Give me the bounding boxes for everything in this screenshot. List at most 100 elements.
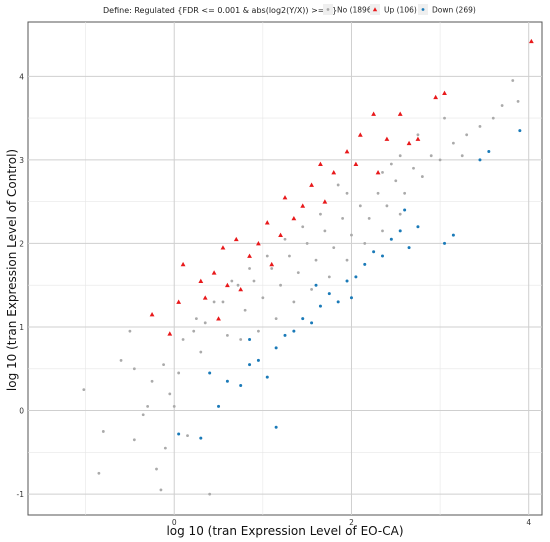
point-down — [354, 275, 358, 279]
point-no — [265, 254, 269, 258]
point-down — [451, 233, 455, 237]
point-up — [322, 199, 328, 204]
point-down — [398, 229, 402, 233]
point-up — [397, 111, 403, 116]
point-no — [162, 363, 165, 366]
point-down — [345, 279, 349, 283]
point-no — [132, 438, 136, 442]
point-no — [376, 191, 380, 195]
point-down — [292, 329, 296, 333]
point-no — [327, 275, 331, 279]
legend: Define: Regulated {FDR <= 0.001 & abs(lo… — [103, 4, 476, 15]
point-up — [176, 299, 182, 304]
point-up — [282, 195, 288, 200]
point-down — [327, 292, 331, 296]
point-up — [300, 203, 306, 208]
point-down — [518, 129, 522, 133]
point-no — [429, 154, 433, 158]
point-no — [416, 133, 420, 137]
point-up — [353, 161, 359, 166]
point-no — [82, 388, 86, 392]
point-no — [119, 359, 123, 362]
point-no — [363, 242, 367, 245]
point-down — [177, 432, 181, 436]
legend-label: Up (106) — [384, 6, 417, 15]
point-down — [389, 237, 393, 241]
point-no — [516, 99, 520, 103]
point-down — [407, 246, 411, 250]
point-no — [358, 204, 362, 208]
point-no — [412, 166, 415, 170]
point-no — [389, 162, 393, 166]
point-up — [220, 245, 226, 250]
point-up — [357, 132, 363, 137]
point-no — [381, 171, 384, 174]
point-no — [296, 271, 300, 275]
point-no — [381, 229, 384, 233]
point-up — [309, 182, 314, 187]
y-tick-label: 0 — [19, 407, 24, 416]
point-no — [336, 183, 340, 187]
point-no — [350, 233, 353, 237]
point-up — [375, 170, 381, 175]
point-down — [301, 317, 305, 321]
point-no — [163, 446, 167, 450]
point-up — [331, 170, 337, 175]
point-no — [199, 350, 203, 354]
point-up — [211, 270, 217, 275]
point-no — [511, 79, 515, 82]
legend-marker — [421, 8, 425, 11]
point-no — [186, 434, 189, 438]
point-no — [403, 191, 407, 195]
y-tick-label: 4 — [19, 72, 24, 81]
point-no — [212, 300, 216, 304]
point-up — [291, 215, 297, 221]
point-no — [323, 229, 327, 233]
point-no — [150, 379, 154, 383]
point-no — [367, 216, 371, 220]
point-no — [345, 191, 349, 195]
point-no — [221, 300, 225, 304]
y-axis-title: log 10 (tran Expression Level of Control… — [5, 149, 19, 391]
legend-marker-up — [372, 7, 378, 12]
point-no — [225, 333, 229, 337]
point-no — [236, 283, 240, 287]
points-layer — [82, 38, 534, 496]
x-axis-title: log 10 (tran Expression Level of EO-CA) — [166, 524, 403, 538]
point-down — [349, 296, 353, 300]
point-up — [371, 111, 377, 116]
point-up — [167, 331, 173, 336]
point-down — [199, 436, 203, 440]
point-up — [442, 90, 447, 95]
point-no — [478, 125, 482, 128]
point-no — [181, 338, 185, 341]
point-no — [288, 254, 291, 258]
legend-title: Define: Regulated {FDR <= 0.001 & abs(lo… — [103, 6, 337, 15]
point-no — [341, 216, 345, 220]
point-no — [465, 133, 469, 137]
point-down — [478, 158, 482, 162]
point-up — [344, 149, 350, 154]
point-no — [252, 279, 256, 283]
x-tick-label: 4 — [526, 518, 531, 527]
point-no — [443, 116, 446, 120]
x-tick-label: 2 — [349, 518, 354, 527]
point-no — [177, 371, 181, 375]
point-no — [172, 404, 176, 408]
point-no — [248, 267, 251, 270]
point-no — [243, 308, 247, 312]
point-up — [415, 136, 421, 141]
point-no — [398, 154, 402, 158]
point-no — [230, 279, 234, 283]
tick-labels: 0 2 4 -1 0 1 2 3 4 — [17, 72, 532, 527]
point-no — [132, 367, 136, 371]
point-no — [319, 212, 322, 216]
point-no — [208, 492, 212, 496]
point-no — [451, 141, 455, 145]
point-no — [261, 296, 265, 300]
point-up — [216, 316, 221, 321]
point-no — [394, 179, 398, 183]
point-down — [372, 250, 376, 254]
point-up — [318, 161, 323, 166]
point-down — [283, 333, 287, 337]
